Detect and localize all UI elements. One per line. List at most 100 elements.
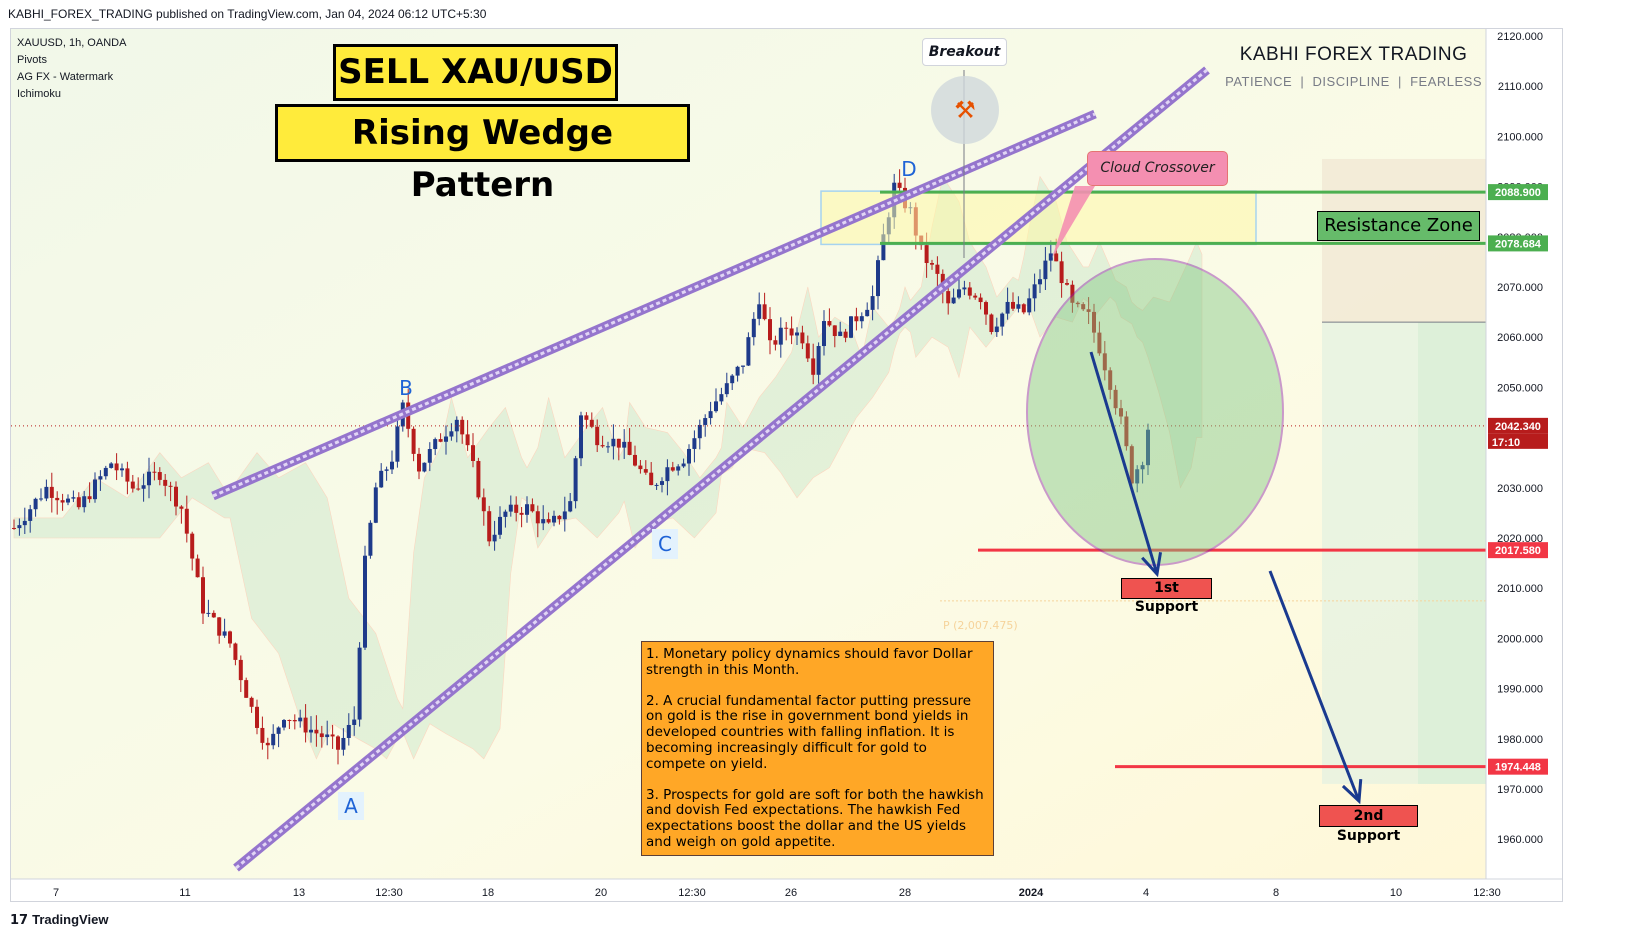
candle-body [789,328,794,336]
y-tick-label: 2010.000 [1497,583,1543,595]
y-tick-label: 1960.000 [1497,834,1543,846]
candle-body [865,309,870,317]
candle-body [411,428,416,454]
candle-body [589,419,594,427]
candle-body [714,401,718,412]
candle-body [881,234,886,261]
tradingview-footer[interactable]: 17 TradingView [10,912,108,928]
x-tick-label: 11 [179,887,190,899]
indicator-ichimoku[interactable]: Ichimoku [17,88,62,100]
candle-body [244,680,249,698]
point-label-b: B [399,376,413,400]
indicator-pivots[interactable]: Pivots [17,54,47,66]
candle-body [368,522,373,556]
y-tick-label: 2060.000 [1497,332,1543,344]
candle-body [17,525,22,529]
symbol-legend: XAUUSD, 1h, OANDA Pivots AG FX - Waterma… [17,35,126,103]
candle-body [492,534,497,542]
x-tick-label: 10 [1390,887,1402,899]
candle-body [633,454,637,466]
fundamental-notes: 1. Monetary policy dynamics should favor… [641,641,994,856]
support-1-label: 1st Support [1121,578,1212,615]
candle-body [719,394,724,402]
arrow-to-support-1-head [1141,552,1163,578]
candle-body [71,497,76,499]
price-tag-support-2: 1974.448 [1495,762,1541,774]
candle-body [309,729,313,733]
candle-body [562,511,567,520]
resistance-zone-label: Resistance Zone [1317,211,1480,241]
arrow-to-support-1 [1089,351,1159,575]
candle-body [55,497,60,501]
candle-body [292,719,297,722]
candle-body [157,472,162,480]
candle-body [768,319,772,341]
candle-body [373,487,378,523]
candle-body [854,316,859,322]
candle-body [93,479,97,500]
candle-body [530,504,535,512]
y-tick-label: 2070.000 [1497,282,1543,294]
candle-body [114,463,119,471]
candle-body [487,511,492,542]
candle-body [433,439,438,450]
candle-body [206,612,211,614]
candle-body [1005,301,1010,314]
candle-body [33,498,38,510]
x-tick-label: 28 [899,887,911,899]
candle-body [870,296,875,310]
candle-body [217,617,222,636]
candle-body [638,465,643,470]
candle-body [39,498,43,500]
candle-body [1086,309,1091,312]
candle-body [109,463,114,468]
candle-body [800,332,805,344]
candle-body [136,488,141,490]
arrow-to-support-2 [1268,570,1361,802]
hammer-glyph: ⚒ [954,96,976,124]
candle-body [1038,279,1042,285]
symbol-line[interactable]: XAUUSD, 1h, OANDA [17,37,127,49]
candle-body [1135,469,1140,484]
price-tag-current-extra: 17:10 [1492,437,1520,449]
candle-body [1097,332,1102,354]
y-tick-label: 2020.000 [1497,533,1543,545]
candle-body [82,496,87,508]
candle-body [379,470,384,488]
candle-body [481,497,486,512]
candle-body [357,647,362,720]
candle-body [708,411,713,419]
sell-title: SELL XAU/USD [333,44,618,101]
candle-body [454,419,459,432]
wedge-lower-line [233,66,1210,872]
indicator-watermark[interactable]: AG FX - Watermark [17,71,114,83]
candle-body [282,719,286,728]
candle-body [211,612,216,618]
candle-body [584,415,589,420]
candle-body [514,504,519,513]
candle-body [897,182,902,188]
candle-body [1000,313,1005,327]
cloud-crossover-pointer [1052,186,1095,258]
y-tick-label: 2000.000 [1497,633,1543,645]
price-tag-current-extra-bg [1488,433,1548,449]
candle-body [1124,416,1129,447]
candle-body [724,383,729,395]
x-tick-label: 7 [53,887,59,899]
x-tick-label: 12:30 [1473,887,1501,899]
candle-body [471,445,475,462]
candle-body [611,438,616,447]
candle-body [973,295,978,298]
y-tick-label: 1980.000 [1497,734,1543,746]
chart-frame [10,28,1563,902]
candle-body [1021,304,1026,313]
brand-name: KABHI FOREX TRADING [1239,44,1468,65]
candle-body [967,287,972,296]
wedge-upper-line-inner [212,112,1096,498]
candle-body [179,506,184,509]
candle-body [838,331,843,337]
candle-body [1054,253,1059,262]
candle-body [120,468,124,471]
candle-body [832,325,837,337]
